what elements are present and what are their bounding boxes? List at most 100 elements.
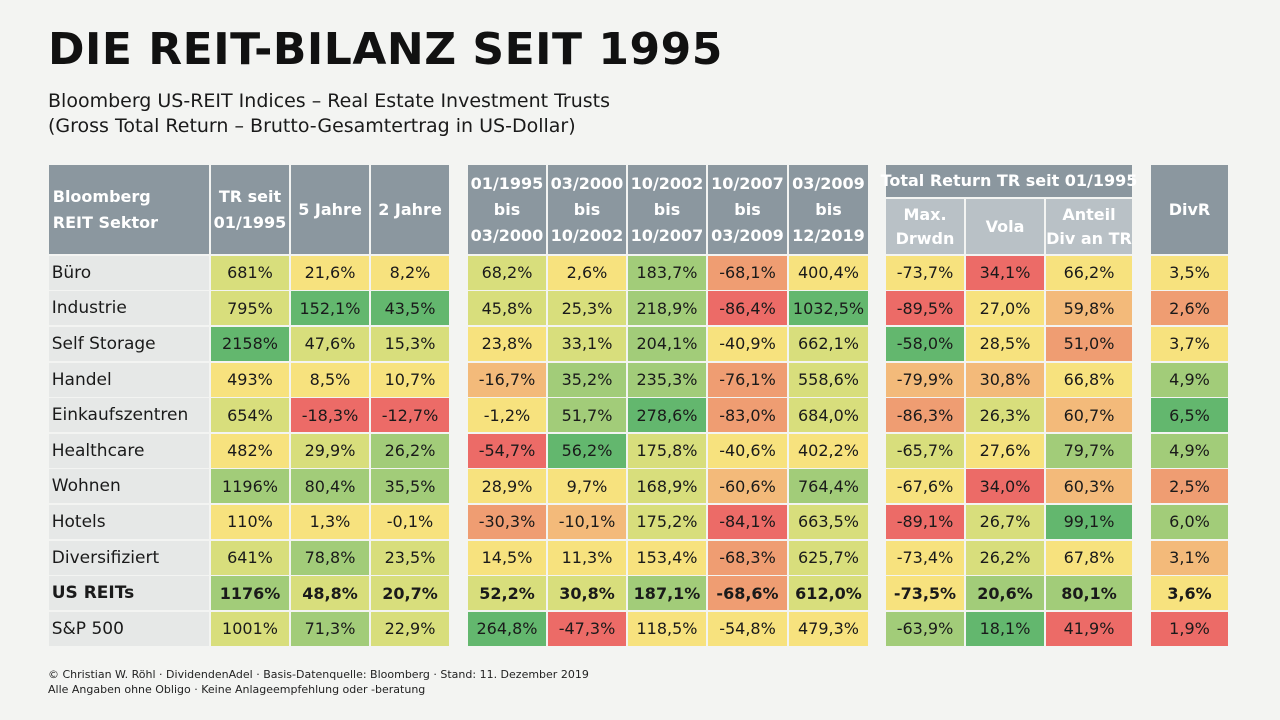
table-cell: -86,3% xyxy=(885,398,965,433)
subtitle-line-2: (Gross Total Return – Brutto-Gesamtertra… xyxy=(48,115,576,137)
table-cell: 4,9% xyxy=(1150,362,1229,397)
table-cell: 3,6% xyxy=(1150,576,1229,611)
table-cell: 34,1% xyxy=(965,255,1045,290)
footer-source: © Christian W. Röhl · DividendenAdel · B… xyxy=(48,668,589,681)
table-cell: 641% xyxy=(210,540,290,575)
table-cell: 28,5% xyxy=(965,326,1045,362)
table-cell: -73,7% xyxy=(885,255,965,290)
header-label-line: Drwdn xyxy=(895,228,955,248)
table-cell: 35,5% xyxy=(370,469,450,504)
table-cell: -86,4% xyxy=(707,291,788,326)
table-cell: 22,9% xyxy=(370,611,450,646)
table-cell: -83,0% xyxy=(707,398,788,433)
table-cell: 45,8% xyxy=(467,291,547,326)
header-label-line: 01/1995 xyxy=(213,212,287,232)
column-header-sektor: Bloomberg REIT Sektor xyxy=(48,165,210,254)
table-cell: 1,9% xyxy=(1150,611,1229,646)
table-cell: 1176% xyxy=(210,576,290,611)
page-title: DIE REIT-BILANZ SEIT 1995 xyxy=(48,24,723,75)
column-header-p5: 03/2009 bis 12/2019 xyxy=(788,165,869,254)
table-cell: 2158% xyxy=(210,326,290,362)
table-cell: 20,6% xyxy=(965,576,1045,611)
table-cell: -73,5% xyxy=(885,576,965,611)
table-cell: 2,6% xyxy=(1150,291,1229,326)
header-label-line: 03/2009 xyxy=(792,173,865,193)
column-header-anteil_div: Anteil Div an TR xyxy=(1045,199,1133,254)
table-cell: -84,1% xyxy=(707,504,788,540)
header-label-line: Max. xyxy=(903,204,947,224)
table-cell: 26,2% xyxy=(965,540,1045,575)
table-cell: 30,8% xyxy=(965,362,1045,397)
header-label-line: bis xyxy=(815,199,842,219)
table-cell: 400,4% xyxy=(788,255,869,290)
header-label-line: Div an TR xyxy=(1046,228,1132,248)
header-label-line: 03/2009 xyxy=(711,225,784,245)
table-cell: 152,1% xyxy=(290,291,370,326)
row-label: Büro xyxy=(48,255,210,290)
table-cell: 493% xyxy=(210,362,290,397)
table-cell: 235,3% xyxy=(627,362,707,397)
table-cell: 1,3% xyxy=(290,504,370,540)
table-cell: 28,9% xyxy=(467,469,547,504)
table-cell: 684,0% xyxy=(788,398,869,433)
column-header-divr: DivR xyxy=(1150,165,1229,254)
table-cell: 20,7% xyxy=(370,576,450,611)
table-cell: 14,5% xyxy=(467,540,547,575)
table-cell: 41,9% xyxy=(1045,611,1133,646)
table-cell: 23,8% xyxy=(467,326,547,362)
header-label-line: 5 Jahre xyxy=(298,199,362,219)
column-header-max_drwdn: Max. Drwdn xyxy=(885,199,965,254)
table-cell: -40,9% xyxy=(707,326,788,362)
table-cell: 4,9% xyxy=(1150,433,1229,468)
row-label: Industrie xyxy=(48,291,210,326)
table-cell: 183,7% xyxy=(627,255,707,290)
table-cell: 60,3% xyxy=(1045,469,1133,504)
table-cell: 153,4% xyxy=(627,540,707,575)
table-cell: 27,0% xyxy=(965,291,1045,326)
column-header-p3: 10/2002 bis 10/2007 xyxy=(627,165,707,254)
table-cell: -63,9% xyxy=(885,611,965,646)
table-cell: 2,5% xyxy=(1150,469,1229,504)
table-cell: 278,6% xyxy=(627,398,707,433)
table-cell: 1001% xyxy=(210,611,290,646)
table-cell: 78,8% xyxy=(290,540,370,575)
table-cell: -54,8% xyxy=(707,611,788,646)
table-cell: 11,3% xyxy=(547,540,627,575)
table-cell: 52,2% xyxy=(467,576,547,611)
table-cell: -68,3% xyxy=(707,540,788,575)
table-cell: 764,4% xyxy=(788,469,869,504)
table-cell: 23,5% xyxy=(370,540,450,575)
table-cell: 67,8% xyxy=(1045,540,1133,575)
table-cell: -89,5% xyxy=(885,291,965,326)
table-cell: 66,8% xyxy=(1045,362,1133,397)
row-label: Handel xyxy=(48,362,210,397)
table-cell: 118,5% xyxy=(627,611,707,646)
header-label-line: bis xyxy=(573,199,601,219)
table-cell: 175,8% xyxy=(627,433,707,468)
table-cell: 51,0% xyxy=(1045,326,1133,362)
table-cell: 1196% xyxy=(210,469,290,504)
table-cell: 1032,5% xyxy=(788,291,869,326)
table-cell: 8,2% xyxy=(370,255,450,290)
table-cell: 79,7% xyxy=(1045,433,1133,468)
table-cell: -68,6% xyxy=(707,576,788,611)
table-cell: 48,8% xyxy=(290,576,370,611)
table-cell: 6,0% xyxy=(1150,504,1229,540)
column-header-p4: 10/2007 bis 03/2009 xyxy=(707,165,788,254)
table-cell: 21,6% xyxy=(290,255,370,290)
header-label-line: 01/1995 xyxy=(470,173,544,193)
table-cell: 68,2% xyxy=(467,255,547,290)
table-cell: 59,8% xyxy=(1045,291,1133,326)
table-cell: 25,3% xyxy=(547,291,627,326)
row-label: Healthcare xyxy=(48,433,210,468)
table-cell: 558,6% xyxy=(788,362,869,397)
table-cell: 43,5% xyxy=(370,291,450,326)
table-cell: -67,6% xyxy=(885,469,965,504)
table-cell: 110% xyxy=(210,504,290,540)
table-cell: -1,2% xyxy=(467,398,547,433)
table-cell: 10,7% xyxy=(370,362,450,397)
header-label-line: 10/2007 xyxy=(630,225,704,245)
table-cell: 18,1% xyxy=(965,611,1045,646)
table-cell: 9,7% xyxy=(547,469,627,504)
